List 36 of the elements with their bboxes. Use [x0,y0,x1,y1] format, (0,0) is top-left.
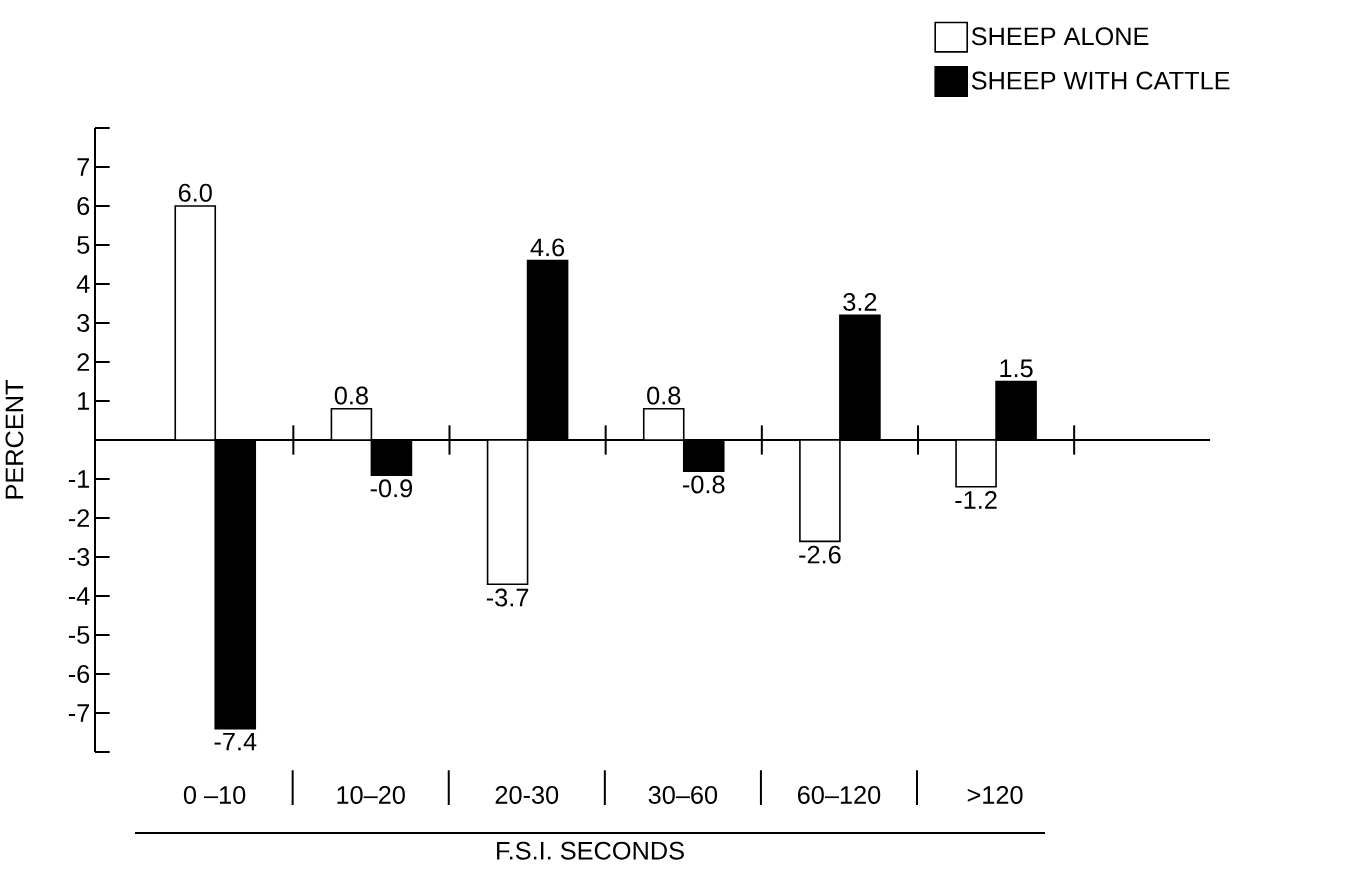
legend-label: SHEEP WITH CATTLE [971,71,1230,90]
x-tick-label: >120 [967,785,1023,804]
data-label: 4.6 [530,238,565,257]
y-tick-label: -3 [68,548,90,566]
data-label: 6.0 [178,183,212,202]
y-tick-label: 4 [76,275,90,293]
y-tick-label: 2 [77,353,90,371]
x-tick-label: 0 –10 [183,785,246,804]
x-axis-title: F.S.I. SECONDS [497,841,684,860]
y-tick-label: -5 [68,626,90,644]
y-tick-label: 7 [77,158,90,176]
y-axis-title: PERCENT [5,380,24,499]
x-tick-label: 10–20 [337,785,405,804]
x-tick-label: 30–60 [648,785,718,804]
y-tick-label: 5 [77,236,90,254]
legend-label: SHEEP ALONE [971,27,1149,46]
y-tick-label: -6 [68,665,90,683]
y-tick-label: -7 [68,704,90,722]
y-tick-label: -1 [68,470,90,488]
data-label: -1.2 [955,491,997,509]
data-label: -3.7 [486,588,529,607]
x-tick-label: 20-30 [495,785,559,804]
y-tick-label: -4 [68,587,90,605]
data-label: -2.6 [799,545,841,564]
data-label: -7.4 [214,732,257,751]
data-label: 0.8 [334,386,368,405]
data-label: -0.8 [683,475,725,494]
data-label: 1.5 [1000,359,1033,378]
data-label: 0.8 [647,386,681,405]
x-tick-label: 60–120 [797,785,881,804]
y-tick-label: 6 [77,197,90,215]
y-tick-label: 3 [77,314,90,332]
data-label: -0.9 [370,479,413,498]
y-tick-label: 1 [78,392,90,410]
data-label: 3.2 [843,293,877,311]
y-tick-label: -2 [68,509,90,527]
